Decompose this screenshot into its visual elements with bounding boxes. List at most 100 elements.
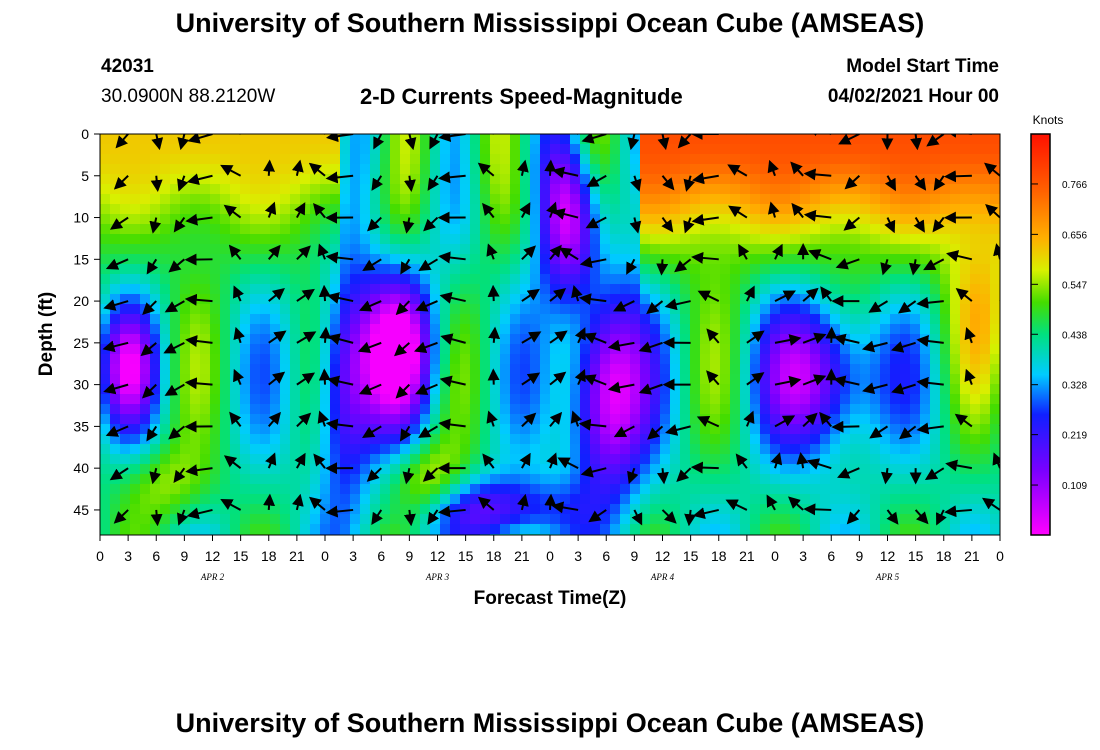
heatmap-cell [450, 204, 461, 215]
heatmap-cell [630, 154, 641, 165]
heatmap-cell [250, 334, 261, 345]
heatmap-cell [160, 214, 171, 225]
heatmap-cell [330, 404, 341, 415]
heatmap-cell [210, 324, 221, 335]
heatmap-cell [990, 344, 1000, 355]
heatmap-cell [980, 284, 991, 295]
heatmap-cell [770, 314, 781, 325]
heatmap-cell [740, 264, 751, 275]
heatmap-cell [600, 284, 611, 295]
heatmap-cell [130, 284, 141, 295]
heatmap-cell [260, 314, 271, 325]
heatmap-cell [350, 504, 361, 515]
heatmap-cell [630, 344, 641, 355]
heatmap-cell [470, 364, 481, 375]
heatmap-cell [200, 234, 211, 245]
current-vector [521, 372, 541, 386]
heatmap-cell [970, 264, 981, 275]
heatmap-cell [660, 504, 671, 515]
heatmap-cell [750, 234, 761, 245]
heatmap-cell [100, 234, 111, 245]
heatmap-cell [570, 274, 581, 285]
heatmap-cell [590, 424, 601, 435]
heatmap-cell [300, 204, 311, 215]
heatmap-cell [890, 424, 901, 435]
heatmap-cell [100, 184, 111, 195]
heatmap-cell [930, 234, 941, 245]
heatmap-cell [730, 424, 741, 435]
current-vector [735, 453, 748, 469]
heatmap-cell [530, 414, 541, 425]
heatmap-cell [310, 414, 321, 425]
heatmap-cell [390, 234, 401, 245]
heatmap-cell [170, 404, 181, 415]
heatmap-cell [670, 284, 681, 295]
heatmap-cell [950, 364, 961, 375]
heatmap-cell [450, 234, 461, 245]
heatmap-cell [580, 444, 591, 455]
heatmap-cell [550, 314, 561, 325]
current-vector [521, 412, 537, 428]
heatmap-cell [310, 284, 321, 295]
heatmap-cell [770, 134, 781, 145]
heatmap-cell [250, 494, 261, 505]
heatmap-cell [820, 494, 831, 505]
heatmap-cell [830, 254, 841, 265]
heatmap-cell [450, 284, 461, 295]
heatmap-cell [150, 274, 161, 285]
heatmap-cell [870, 224, 881, 235]
heatmap-cell [800, 264, 811, 275]
heatmap-cell [960, 154, 971, 165]
heatmap-cell [110, 374, 121, 385]
colorbar-title: Knots [1033, 113, 1064, 127]
heatmap-cell [940, 444, 951, 455]
heatmap-cell [540, 394, 551, 405]
heatmap-cell [620, 234, 631, 245]
heatmap-cell [370, 344, 381, 355]
heatmap-cell [560, 344, 571, 355]
heatmap-cell [140, 374, 151, 385]
heatmap-cell [960, 144, 971, 155]
heatmap-cell [720, 214, 731, 225]
heatmap-cell [530, 394, 541, 405]
heatmap-cell [840, 244, 851, 255]
date-label: APR 2 [200, 572, 225, 582]
heatmap-cell [460, 134, 471, 145]
heatmap-cell [830, 404, 841, 415]
heatmap-cell [530, 504, 541, 515]
heatmap-cell [390, 294, 401, 305]
heatmap-cell [420, 434, 431, 445]
heatmap-cell [840, 174, 851, 185]
heatmap-cell [330, 264, 341, 275]
heatmap-cell [350, 354, 361, 365]
heatmap-cell [720, 234, 731, 245]
heatmap-cell [120, 454, 131, 465]
heatmap-cell [220, 414, 231, 425]
heatmap-cell [390, 144, 401, 155]
heatmap-cell [670, 414, 681, 425]
heatmap-cell [250, 254, 261, 265]
heatmap-cell [290, 364, 301, 375]
heatmap-cell [510, 174, 521, 185]
current-vector [477, 162, 495, 177]
heatmap-cell [280, 274, 291, 285]
heatmap-cell [300, 194, 311, 205]
heatmap-cell [930, 394, 941, 405]
heatmap-cell [680, 234, 691, 245]
heatmap-cell [260, 364, 271, 375]
heatmap-cell [450, 524, 461, 535]
heatmap-cell [630, 504, 641, 515]
heatmap-cell [280, 514, 291, 525]
heatmap-cell [840, 504, 851, 515]
heatmap-cell [420, 504, 431, 515]
heatmap-cell [270, 224, 281, 235]
heatmap-cell [210, 224, 221, 235]
heatmap-cell [750, 394, 761, 405]
heatmap-cell [200, 444, 211, 455]
current-vector [886, 509, 899, 525]
heatmap-cell [210, 534, 221, 535]
heatmap-cell [860, 354, 871, 365]
heatmap-cell [420, 404, 431, 415]
heatmap-cell [770, 184, 781, 195]
heatmap-cell [900, 314, 911, 325]
